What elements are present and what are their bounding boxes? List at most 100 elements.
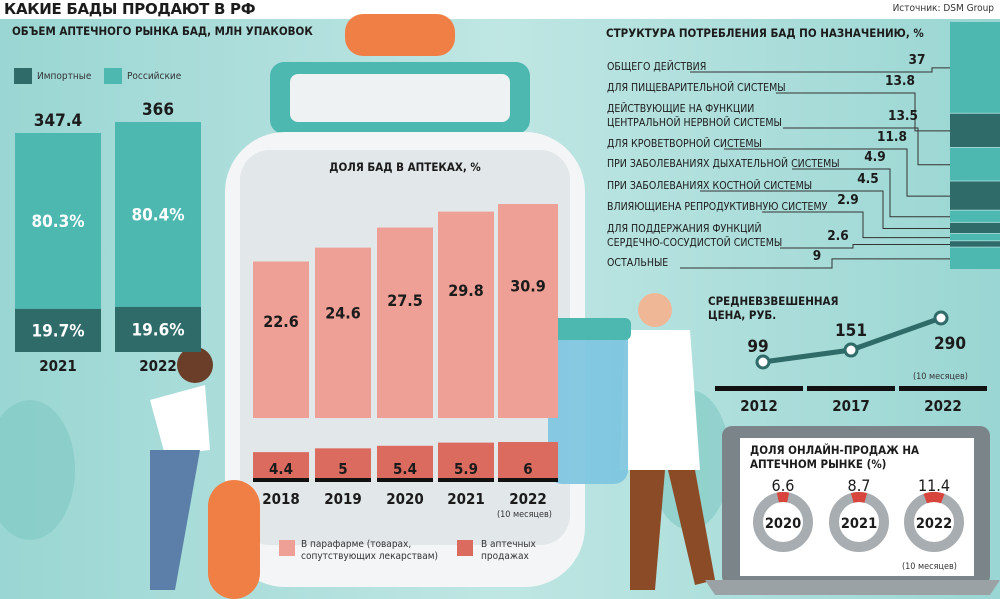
man-illustration <box>638 293 672 327</box>
bar-imported-label: 19.6% <box>131 320 184 340</box>
axis-segment <box>899 386 987 391</box>
price-value-label: 290 <box>934 334 966 354</box>
year-label: 2022 <box>139 357 177 375</box>
bar-pharmacy-label: 6 <box>523 460 532 478</box>
bar-parapharm <box>253 261 309 418</box>
structure-title: СТРУКТУРА ПОТРЕБЛЕНИЯ БАД ПО НАЗНАЧЕНИЮ,… <box>606 26 924 40</box>
legend-label-imported: Импортные <box>37 71 92 82</box>
structure-segment <box>950 181 1000 210</box>
structure-category-label: ДЛЯ КРОВЕТВОРНОЙ СИСТЕМЫ <box>607 137 762 150</box>
pharmacy-share-title: ДОЛЯ БАД В АПТЕКАХ, % <box>329 160 481 174</box>
jar-cap <box>345 14 455 56</box>
leader-line <box>690 67 950 73</box>
source-note: Источник: DSM Group <box>892 3 994 14</box>
leader-line <box>724 148 950 197</box>
bar-imported <box>115 306 201 352</box>
year-label: 2022 <box>509 490 547 508</box>
donut-slice <box>776 492 790 503</box>
structure-category-label: ПРИ ЗАБОЛЕВАНИЯХ КОСТНОЙ СИСТЕМЫ <box>607 179 812 192</box>
bar-pharmacy-label: 5.9 <box>454 460 478 478</box>
leader-line <box>792 168 950 218</box>
pill-jar-illustration <box>548 318 628 484</box>
bar-parapharm-label: 27.5 <box>387 291 423 310</box>
structure-value-label: 2.6 <box>827 228 849 244</box>
structure-segment <box>950 22 1000 113</box>
structure-segment <box>950 241 1000 247</box>
legend-swatch-parapharm <box>279 540 295 556</box>
structure-segment <box>950 210 1000 222</box>
donut-slice <box>923 492 945 504</box>
year-label: 2012 <box>740 397 778 415</box>
bar-parapharm <box>315 247 371 418</box>
leader-line <box>783 127 950 166</box>
structure-segment <box>950 247 1000 269</box>
legend-label-parapharm: В парафарме (товарах, сопутствующих лека… <box>301 539 439 562</box>
bar-russian <box>115 122 201 307</box>
bar-total-label: 347.4 <box>34 111 82 131</box>
bar-russian-label: 80.3% <box>31 212 84 232</box>
structure-value-label: 37 <box>909 52 926 68</box>
structure-category-label: СЕРДЕЧНО-СОСУДИСТОЙ СИСТЕМЫ <box>607 236 782 249</box>
year-label: 2017 <box>832 397 870 415</box>
bar-imported <box>15 308 101 352</box>
structure-segment <box>950 113 1000 147</box>
year-label: 2018 <box>262 490 300 508</box>
bar-parapharm-label: 30.9 <box>510 276 546 295</box>
structure-category-label: ЦЕНТРАЛЬНОЙ НЕРВНОЙ СИСТЕМЫ <box>607 116 782 129</box>
leader-line <box>762 211 950 239</box>
year-label: 2021 <box>447 490 485 508</box>
bar-total-label: 366 <box>142 100 174 120</box>
bar-russian <box>15 133 101 309</box>
bar-russian-label: 80.4% <box>131 205 184 225</box>
bar-pharmacy-label: 5 <box>338 460 347 478</box>
price-point <box>933 310 949 326</box>
bar-baseline <box>253 478 309 482</box>
year-label: 2022 <box>916 516 952 532</box>
year-label: 2020 <box>765 516 801 532</box>
structure-category-label: ОБЩЕГО ДЕЙСТВИЯ <box>607 60 706 73</box>
year-label: 2019 <box>324 490 362 508</box>
structure-value-label: 13.5 <box>888 108 918 124</box>
legend-swatch-russian <box>104 68 122 84</box>
structure-segment <box>950 147 1000 181</box>
leader-line <box>680 258 950 269</box>
bar-pharmacy <box>498 442 558 480</box>
bar-parapharm-label: 24.6 <box>325 303 361 322</box>
price-value-label: 151 <box>835 321 867 341</box>
legend-swatch-pharmacy <box>457 540 473 556</box>
bar-parapharm <box>377 227 433 418</box>
axis-segment <box>807 386 895 391</box>
price-note: (10 месяцев) <box>913 372 968 382</box>
bar-pharmacy <box>438 442 494 480</box>
leaf-decoration <box>0 400 75 540</box>
bar-parapharm-label: 29.8 <box>448 281 484 300</box>
structure-category-label: ОСТАЛЬНЫЕ <box>607 257 668 269</box>
online-value-label: 11.4 <box>918 476 950 495</box>
price-value-label: 99 <box>747 337 768 357</box>
bar-baseline <box>315 478 371 482</box>
structure-value-label: 4.5 <box>857 171 879 187</box>
leader-line <box>776 92 950 132</box>
structure-value-label: 2.9 <box>837 192 859 208</box>
donut-slice <box>850 492 868 503</box>
year-label: 2020 <box>386 490 424 508</box>
legend-label-pharmacy: В аптечных продажах <box>481 539 536 562</box>
bar-pharmacy <box>253 452 309 480</box>
online-value-label: 6.6 <box>772 476 795 495</box>
header-bar <box>0 0 1000 19</box>
bar-parapharm-label: 22.6 <box>263 312 299 331</box>
year-label: 2022 <box>924 397 962 415</box>
bar-pharmacy <box>315 448 371 480</box>
online-note: (10 месяцев) <box>902 562 957 572</box>
structure-category-label: ВЛИЯЮЩИЕНА РЕПРОДУКТИВНУЮ СИСТЕМУ <box>607 201 828 213</box>
structure-category-label: ДЕЙСТВУЮЩИЕ НА ФУНКЦИИ <box>607 102 754 115</box>
bar-imported-label: 19.7% <box>31 321 84 341</box>
structure-category-label: ДЛЯ ПИЩЕВАРИТЕЛЬНОЙ СИСТЕМЫ <box>607 81 786 94</box>
bar-baseline <box>438 478 494 482</box>
structure-category-label: ДЛЯ ПОДДЕРЖАНИЯ ФУНКЦИЙ <box>607 222 762 235</box>
online-value-label: 8.7 <box>848 476 871 495</box>
capsule-illustration <box>208 480 260 599</box>
leader-line <box>780 243 950 249</box>
structure-segment <box>950 234 1000 241</box>
bar-parapharm <box>438 211 494 418</box>
